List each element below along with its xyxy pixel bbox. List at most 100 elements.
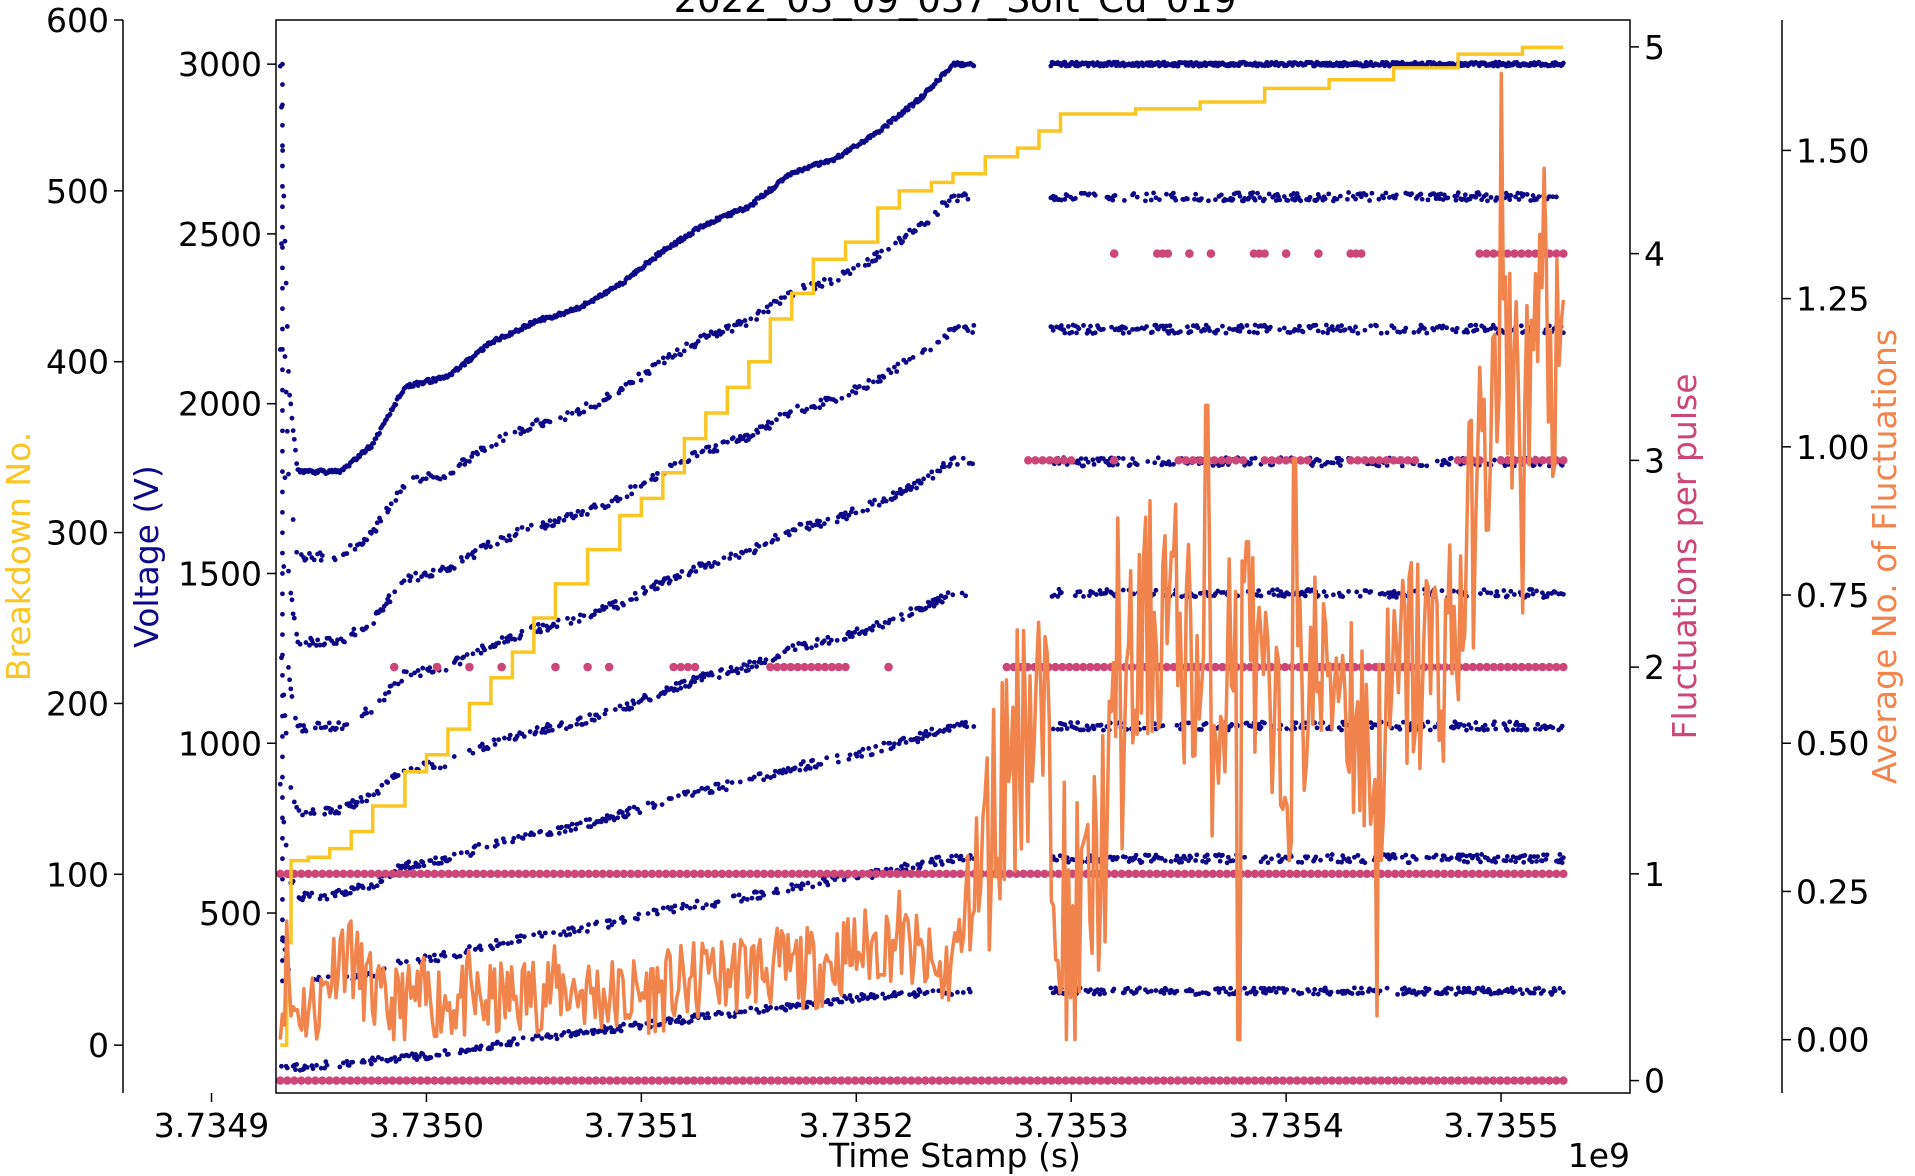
fluctuation-point <box>1362 1076 1372 1085</box>
fluctuation-point <box>1138 1076 1147 1085</box>
voltage-point <box>460 558 465 564</box>
fluctuation-point <box>1257 1076 1267 1085</box>
voltage-point <box>785 888 791 894</box>
voltage-point <box>581 409 587 415</box>
voltage-point <box>1312 987 1318 992</box>
voltage-point <box>678 685 684 691</box>
fluctuation-point <box>1059 456 1069 465</box>
fluctuation-point <box>1503 869 1512 879</box>
voltage-point <box>1285 198 1291 203</box>
voltage-point <box>1326 191 1332 197</box>
fluctuation-point <box>914 869 923 879</box>
voltage-point <box>312 725 318 731</box>
voltage-point <box>1203 721 1209 726</box>
voltage-point <box>1464 727 1469 733</box>
voltage-point <box>930 988 936 994</box>
voltage-point <box>1529 587 1535 592</box>
fluctuation-point <box>703 869 713 879</box>
fluctuation-point <box>1026 869 1035 879</box>
voltage-point <box>310 640 316 646</box>
voltage-point <box>913 228 918 234</box>
fluctuation-point <box>1503 1076 1512 1085</box>
voltage-point <box>1325 853 1330 858</box>
voltage-point <box>1104 587 1110 592</box>
voltage-point <box>1399 854 1405 860</box>
voltage-point <box>923 728 929 734</box>
voltage-point <box>930 475 936 481</box>
voltage-point <box>497 434 503 439</box>
voltage-point <box>1054 857 1060 863</box>
voltage-point <box>1535 721 1541 727</box>
voltage-point <box>804 1004 810 1010</box>
voltage-point <box>971 322 977 328</box>
voltage-point <box>751 774 757 780</box>
voltage-point <box>1307 194 1313 200</box>
voltage-point <box>795 403 800 409</box>
voltage-point <box>1560 855 1566 861</box>
fluctuation-point <box>921 1076 930 1085</box>
fluctuation-point <box>1559 1076 1568 1085</box>
voltage-point <box>358 794 364 800</box>
fluctuation-point <box>276 869 285 879</box>
fluctuation-point <box>1357 249 1366 258</box>
fluctuation-point <box>311 869 320 879</box>
fluctuation-point <box>1489 249 1498 258</box>
voltage-point <box>428 858 434 863</box>
voltage-point <box>1425 719 1431 725</box>
voltage-point <box>333 641 339 646</box>
fluctuation-point <box>865 1076 874 1085</box>
voltage-point <box>512 429 518 435</box>
voltage-point <box>736 555 742 560</box>
voltage-point <box>471 555 477 561</box>
voltage-point <box>833 399 839 404</box>
fluctuation-point <box>837 869 846 879</box>
voltage-point <box>1179 859 1185 865</box>
voltage-point <box>470 750 476 756</box>
voltage-point <box>612 707 618 712</box>
fluctuation-point <box>647 1076 657 1085</box>
voltage-point <box>690 231 695 237</box>
fluctuation-point <box>325 869 334 879</box>
voltage-point <box>1358 985 1364 991</box>
voltage-point <box>1478 859 1483 865</box>
voltage-point <box>607 918 612 923</box>
voltage-point <box>1516 197 1522 202</box>
voltage-point <box>723 787 729 793</box>
voltage-point <box>672 460 678 466</box>
voltage-point <box>584 928 590 934</box>
fluctuation-point <box>787 869 797 879</box>
fluctuation-point <box>1024 456 1033 465</box>
avg-tick-label: 0.75 <box>1796 576 1869 615</box>
voltage-point <box>495 842 500 847</box>
fluctuation-point <box>430 869 439 879</box>
voltage-point <box>1223 197 1229 203</box>
voltage-point <box>342 639 347 645</box>
voltage-point <box>496 737 502 743</box>
voltage-point <box>280 672 285 678</box>
fluctuation-point <box>521 869 530 879</box>
voltage-point <box>1220 852 1225 858</box>
voltage-point <box>869 752 875 757</box>
voltage-point <box>576 928 582 934</box>
voltage-point <box>1276 593 1281 598</box>
fluctuation-point <box>549 869 558 879</box>
voltage-point <box>772 532 778 538</box>
voltage-point <box>663 689 668 695</box>
voltage-point <box>484 844 490 850</box>
voltage-point <box>403 669 409 675</box>
voltage-point <box>489 1045 495 1051</box>
voltage-point <box>467 459 472 464</box>
fluctuation-point <box>900 1076 909 1085</box>
voltage-point <box>574 721 580 727</box>
voltage-point <box>900 617 905 622</box>
voltage-point <box>1488 590 1494 596</box>
voltage-point <box>569 821 575 827</box>
voltage-point <box>1376 463 1382 469</box>
voltage-point <box>948 723 953 729</box>
voltage-point <box>280 224 285 230</box>
voltage-point <box>1188 855 1194 860</box>
voltage-point <box>950 592 956 598</box>
voltage-point <box>462 362 468 368</box>
fluctuation-point <box>1162 662 1171 672</box>
voltage-point <box>700 905 706 911</box>
